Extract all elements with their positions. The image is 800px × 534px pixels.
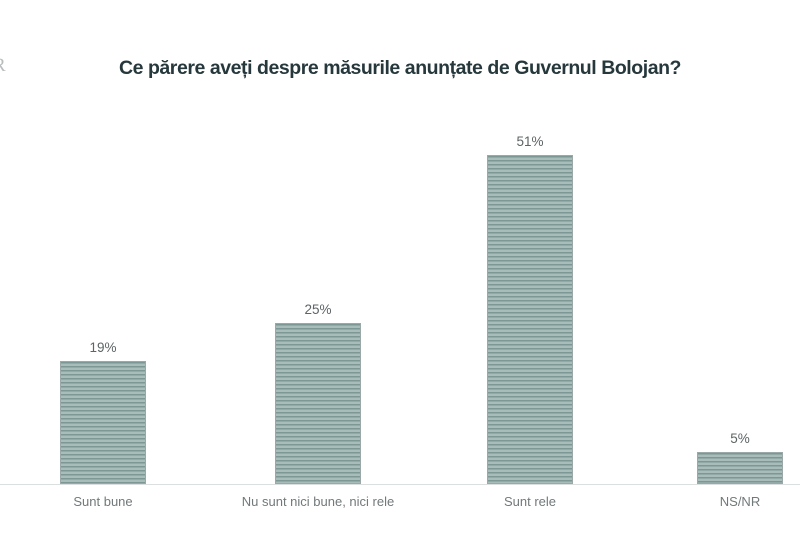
bar-value-label: 51%: [516, 134, 544, 149]
bar-value-label: 19%: [89, 340, 117, 355]
category-label: Sunt bune: [73, 494, 133, 509]
page-title: Ce părere aveți despre măsurile anunțate…: [118, 57, 682, 79]
watermark-letter: R: [0, 55, 6, 77]
axis-baseline: [0, 484, 800, 485]
bar[interactable]: [487, 155, 573, 484]
bar[interactable]: [697, 452, 783, 484]
bar-value-label: 5%: [730, 431, 750, 446]
category-label: Nu sunt nici bune, nici rele: [241, 494, 395, 509]
category-label: Sunt rele: [503, 494, 557, 509]
category-label: NS/NR: [719, 494, 761, 509]
bar[interactable]: [60, 361, 146, 484]
bar-value-label: 25%: [304, 302, 332, 317]
bar[interactable]: [275, 323, 361, 484]
